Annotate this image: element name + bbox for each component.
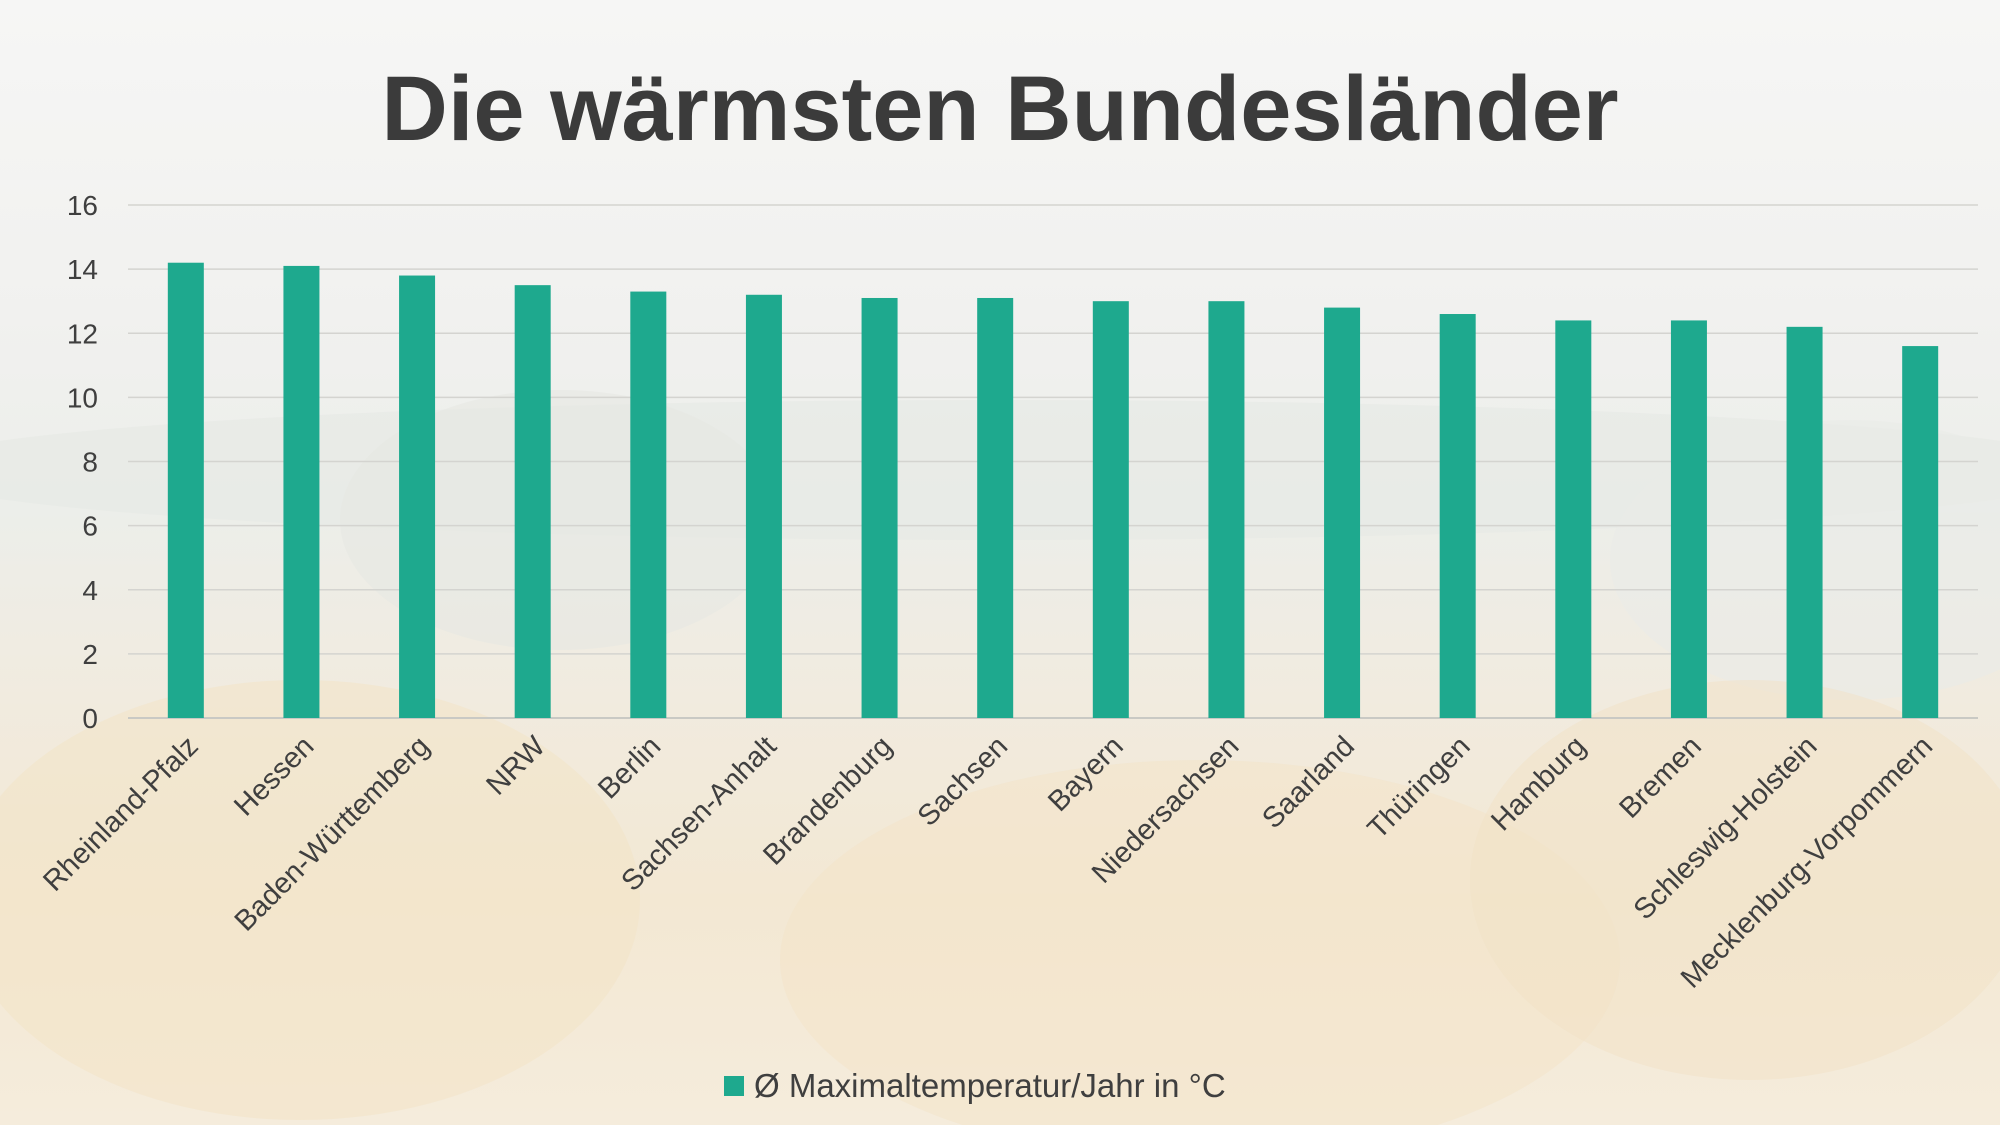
y-tick-label: 16 xyxy=(67,190,98,221)
chart-title: Die wärmsten Bundesländer xyxy=(381,58,1618,160)
y-axis-tick-labels: 0 2 4 6 8 10 12 14 16 xyxy=(67,190,98,734)
bar xyxy=(745,294,782,718)
gridlines xyxy=(128,204,1978,719)
x-category-label: Sachsen xyxy=(912,730,1014,832)
bar xyxy=(167,262,204,718)
x-category-label: NRW xyxy=(480,730,552,802)
bar xyxy=(1439,314,1476,718)
bar xyxy=(1555,320,1592,718)
y-tick-label: 12 xyxy=(67,318,98,349)
y-tick-label: 10 xyxy=(67,382,98,413)
x-category-label: Berlin xyxy=(592,730,667,805)
bar xyxy=(1324,307,1361,718)
x-category-label: Saarland xyxy=(1256,730,1361,835)
legend-swatch xyxy=(724,1076,744,1096)
bar xyxy=(1786,326,1823,718)
bar xyxy=(630,291,667,718)
bar xyxy=(514,285,551,718)
bar xyxy=(399,275,436,718)
y-tick-label: 0 xyxy=(82,703,98,734)
x-category-label: Bremen xyxy=(1613,730,1707,824)
y-tick-label: 2 xyxy=(82,639,98,670)
x-category-label: Rheinland-Pfalz xyxy=(37,730,204,897)
bar xyxy=(1208,301,1245,718)
x-category-label: Mecklenburg-Vorpommern xyxy=(1675,730,1939,994)
bar xyxy=(283,265,320,718)
y-tick-label: 14 xyxy=(67,254,98,285)
bar xyxy=(977,297,1014,718)
bar xyxy=(861,297,898,718)
y-tick-label: 6 xyxy=(82,511,98,542)
legend: Ø Maximaltemperatur/Jahr in °C xyxy=(724,1067,1226,1104)
x-category-label: Hessen xyxy=(228,730,320,822)
y-tick-label: 4 xyxy=(82,575,98,606)
x-category-label: Hamburg xyxy=(1485,730,1592,837)
x-category-label: Bayern xyxy=(1042,730,1130,818)
x-category-label: Thüringen xyxy=(1362,730,1477,845)
bar xyxy=(1092,301,1129,718)
x-category-label: Baden-Württemberg xyxy=(229,730,436,937)
bars xyxy=(167,262,1939,718)
legend-label: Ø Maximaltemperatur/Jahr in °C xyxy=(754,1067,1226,1104)
bar xyxy=(1902,346,1939,718)
y-tick-label: 8 xyxy=(82,447,98,478)
bar xyxy=(1670,320,1707,718)
